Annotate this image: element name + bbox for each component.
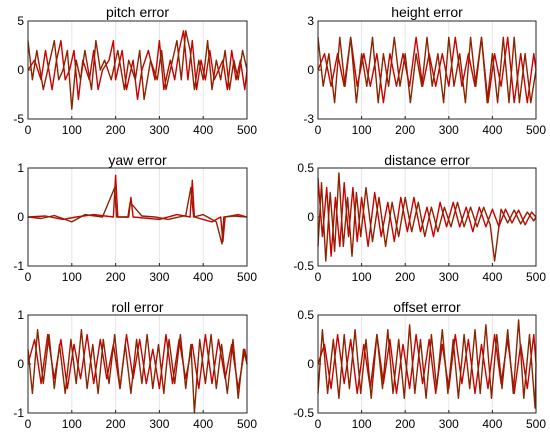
series-line-2 <box>27 329 248 414</box>
y-tick-label: 0 <box>307 210 314 224</box>
y-tick-label: -5 <box>13 112 24 126</box>
y-tick-label: 0 <box>307 357 314 371</box>
plot-title: distance error <box>384 152 470 168</box>
x-tick-label: 200 <box>395 270 415 284</box>
x-tick-label: 500 <box>237 417 257 431</box>
x-tick-label: 300 <box>149 417 169 431</box>
series-line-2 <box>317 36 537 104</box>
axes-box <box>27 20 248 120</box>
plot-title: pitch error <box>106 4 169 20</box>
x-tick-label: 400 <box>482 123 502 137</box>
x-tick-label: 200 <box>106 417 126 431</box>
y-tick-label: 0.5 <box>297 308 314 322</box>
x-tick-label: 100 <box>62 417 82 431</box>
series-line-2 <box>317 172 537 262</box>
y-tick-label: 1 <box>17 161 24 175</box>
subplot-roll-error: roll error 0 100 200 300 400 500-101 <box>13 299 257 431</box>
x-tick-label: 300 <box>439 417 459 431</box>
axes-box <box>317 167 537 267</box>
x-tick-label: 0 <box>315 270 322 284</box>
x-tick-label: 100 <box>352 123 372 137</box>
x-tick-label: 500 <box>526 270 546 284</box>
x-tick-label: 400 <box>193 123 213 137</box>
axes-box <box>317 20 537 120</box>
subplot-pitch-error: pitch error 0 100 200 300 400 500-505 <box>13 4 257 137</box>
y-tick-label: 0 <box>17 63 24 77</box>
x-tick-label: 500 <box>237 270 257 284</box>
y-tick-label: 0 <box>307 63 314 77</box>
y-tick-label: 0 <box>17 210 24 224</box>
x-tick-label: 500 <box>526 123 546 137</box>
subplot-offset-error: offset error 0 100 200 300 400 500-0.500.5 <box>293 299 546 431</box>
series-line-1 <box>317 177 537 257</box>
plot-title: roll error <box>111 299 163 315</box>
y-tick-label: 0.5 <box>297 161 314 175</box>
y-tick-label: 1 <box>17 308 24 322</box>
x-tick-label: 200 <box>395 417 415 431</box>
x-tick-label: 100 <box>352 417 372 431</box>
series-line-2 <box>27 186 248 245</box>
subplot-distance-error: distance error 0 100 200 300 400 500-0.500.5 <box>293 152 546 284</box>
plot-title: offset error <box>393 299 461 315</box>
y-tick-label: 3 <box>307 14 314 28</box>
x-tick-label: 200 <box>106 270 126 284</box>
y-tick-label: -3 <box>303 112 314 126</box>
x-tick-label: 300 <box>439 270 459 284</box>
x-tick-label: 200 <box>106 123 126 137</box>
axes-box <box>27 314 248 414</box>
x-tick-label: 500 <box>526 417 546 431</box>
x-tick-label: 100 <box>62 270 82 284</box>
x-tick-label: 300 <box>439 123 459 137</box>
subplot-yaw-error: yaw error 0 100 200 300 400 500-101 <box>13 152 257 284</box>
plot-title: height error <box>391 4 463 20</box>
y-tick-label: 0 <box>17 357 24 371</box>
x-tick-label: 400 <box>482 270 502 284</box>
x-tick-label: 0 <box>25 417 32 431</box>
series-line-2 <box>317 319 537 409</box>
x-tick-label: 400 <box>193 270 213 284</box>
x-tick-label: 300 <box>149 123 169 137</box>
subplot-height-error: height error 0 100 200 300 400 500-303 <box>303 4 546 137</box>
y-tick-label: -0.5 <box>293 406 314 420</box>
series-line-2 <box>27 30 248 110</box>
x-tick-label: 0 <box>315 123 322 137</box>
axes-box <box>317 314 537 414</box>
x-tick-label: 100 <box>62 123 82 137</box>
x-tick-label: 400 <box>193 417 213 431</box>
x-tick-label: 0 <box>25 123 32 137</box>
x-tick-label: 100 <box>352 270 372 284</box>
x-tick-label: 300 <box>149 270 169 284</box>
y-tick-label: -1 <box>13 406 24 420</box>
series-line-1 <box>27 174 248 243</box>
x-tick-label: 200 <box>395 123 415 137</box>
y-tick-label: -0.5 <box>293 259 314 273</box>
axes-box <box>27 167 248 267</box>
x-tick-label: 400 <box>482 417 502 431</box>
x-tick-label: 0 <box>25 270 32 284</box>
x-tick-label: 0 <box>315 417 322 431</box>
y-tick-label: 5 <box>17 14 24 28</box>
x-tick-label: 500 <box>237 123 257 137</box>
plot-title: yaw error <box>108 152 167 168</box>
y-tick-label: -1 <box>13 259 24 273</box>
